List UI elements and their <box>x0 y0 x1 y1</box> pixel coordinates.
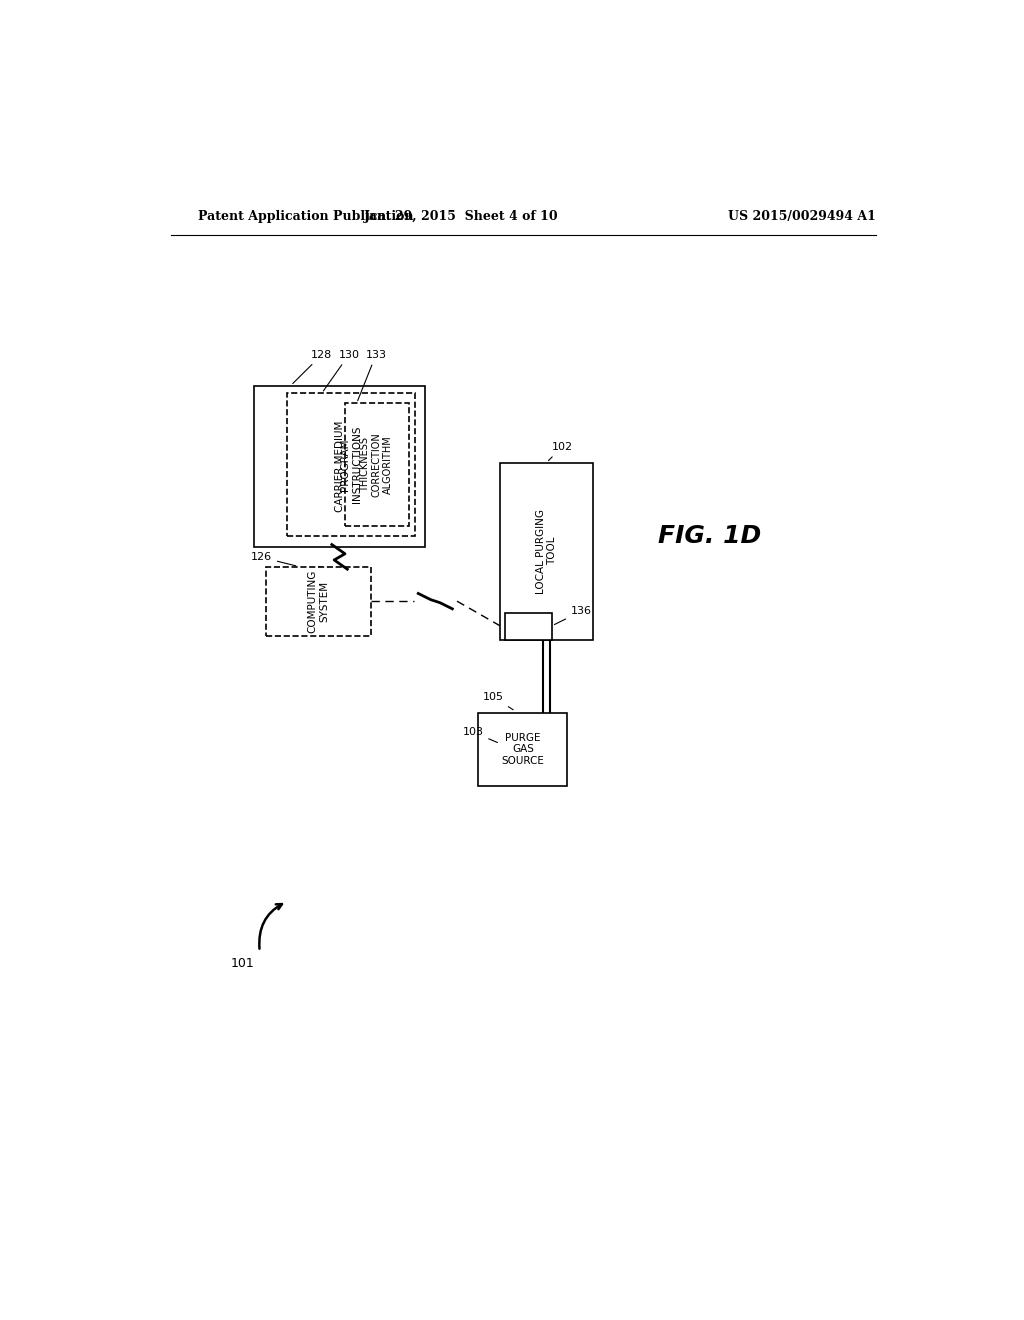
Text: 105: 105 <box>483 693 513 710</box>
Text: 102: 102 <box>549 442 572 461</box>
Text: 133: 133 <box>357 350 386 401</box>
Text: Jan. 29, 2015  Sheet 4 of 10: Jan. 29, 2015 Sheet 4 of 10 <box>364 210 558 223</box>
Text: Patent Application Publication: Patent Application Publication <box>198 210 414 223</box>
Bar <box>506 612 552 640</box>
Bar <box>500 462 593 640</box>
Bar <box>287 393 415 536</box>
Text: CARRIER MEDIUM: CARRIER MEDIUM <box>335 421 344 512</box>
Text: 103: 103 <box>463 727 498 743</box>
Bar <box>478 713 567 785</box>
Text: 136: 136 <box>554 606 592 624</box>
Text: 101: 101 <box>230 957 255 970</box>
Bar <box>254 385 425 548</box>
Text: FIG. 1D: FIG. 1D <box>657 524 761 548</box>
Bar <box>266 566 371 636</box>
Text: 130: 130 <box>324 350 359 391</box>
Text: LOCAL PURGING
TOOL: LOCAL PURGING TOOL <box>536 508 557 594</box>
Bar <box>345 404 409 527</box>
Text: PURGE
GAS
SOURCE: PURGE GAS SOURCE <box>502 733 545 766</box>
Text: COMPUTING
SYSTEM: COMPUTING SYSTEM <box>307 569 329 632</box>
Text: 126: 126 <box>251 552 296 566</box>
Text: THICKNESS
CORRECTION
ALGORITHM: THICKNESS CORRECTION ALGORITHM <box>360 433 393 498</box>
Text: US 2015/0029494 A1: US 2015/0029494 A1 <box>728 210 877 223</box>
Text: 128: 128 <box>293 350 333 384</box>
Text: PROGRAM
INSTRUCTIONS: PROGRAM INSTRUCTIONS <box>340 426 361 503</box>
